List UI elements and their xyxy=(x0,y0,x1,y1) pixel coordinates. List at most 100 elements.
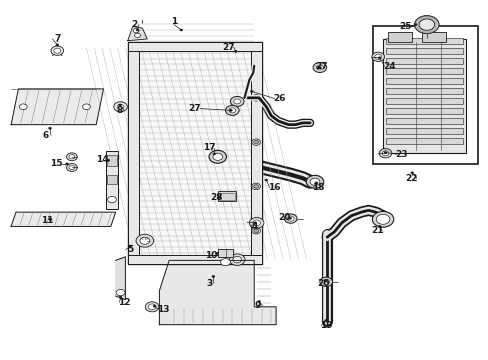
Circle shape xyxy=(288,217,291,219)
Circle shape xyxy=(381,151,388,156)
Text: 27: 27 xyxy=(222,42,235,51)
Bar xyxy=(217,249,233,257)
Circle shape xyxy=(312,63,326,72)
Text: 19: 19 xyxy=(319,321,332,330)
Bar xyxy=(127,42,261,51)
Circle shape xyxy=(414,16,438,33)
Circle shape xyxy=(211,275,214,278)
Circle shape xyxy=(51,46,63,55)
Text: 27: 27 xyxy=(188,104,201,113)
Circle shape xyxy=(251,228,260,234)
Circle shape xyxy=(318,66,321,68)
Bar xyxy=(385,128,462,134)
Circle shape xyxy=(229,109,232,111)
Bar xyxy=(385,78,462,84)
Circle shape xyxy=(305,175,323,188)
Bar xyxy=(387,32,411,42)
Circle shape xyxy=(82,104,90,110)
Polygon shape xyxy=(159,260,276,325)
Text: 17: 17 xyxy=(203,143,215,152)
Circle shape xyxy=(217,196,220,198)
Circle shape xyxy=(153,305,156,307)
Circle shape xyxy=(253,222,256,224)
Circle shape xyxy=(145,302,159,312)
Circle shape xyxy=(48,127,51,129)
Circle shape xyxy=(230,96,244,107)
Bar xyxy=(382,39,465,153)
Circle shape xyxy=(128,245,131,247)
Circle shape xyxy=(319,277,332,287)
Circle shape xyxy=(371,52,384,62)
Text: 11: 11 xyxy=(41,216,54,225)
Circle shape xyxy=(136,234,153,247)
Polygon shape xyxy=(127,26,147,41)
Circle shape xyxy=(228,108,235,113)
Circle shape xyxy=(251,183,260,190)
Bar xyxy=(385,68,462,74)
Circle shape xyxy=(324,280,326,282)
Circle shape xyxy=(229,254,244,265)
Text: 20: 20 xyxy=(278,213,290,222)
Circle shape xyxy=(180,29,183,31)
Bar xyxy=(107,175,116,184)
Circle shape xyxy=(418,19,434,30)
Bar xyxy=(385,138,462,144)
Bar xyxy=(385,118,462,124)
Circle shape xyxy=(284,214,296,223)
Text: 2: 2 xyxy=(131,20,137,29)
Circle shape xyxy=(215,252,218,254)
Circle shape xyxy=(69,165,75,170)
Text: 18: 18 xyxy=(311,183,324,192)
Bar xyxy=(127,42,138,264)
Polygon shape xyxy=(116,257,125,300)
Circle shape xyxy=(316,65,323,70)
Circle shape xyxy=(233,99,240,104)
Bar xyxy=(250,42,261,264)
Text: 16: 16 xyxy=(268,183,280,192)
Circle shape xyxy=(314,182,317,184)
Circle shape xyxy=(375,214,389,224)
Polygon shape xyxy=(11,89,103,125)
Circle shape xyxy=(253,185,258,188)
Bar xyxy=(106,152,118,208)
Polygon shape xyxy=(11,212,116,226)
Text: 20: 20 xyxy=(317,279,329,288)
Text: 22: 22 xyxy=(405,174,417,183)
Circle shape xyxy=(116,289,124,296)
Circle shape xyxy=(253,96,258,100)
Circle shape xyxy=(114,102,127,112)
Bar xyxy=(127,255,261,264)
Circle shape xyxy=(374,54,381,59)
Circle shape xyxy=(65,163,68,165)
Circle shape xyxy=(251,139,260,145)
Text: 27: 27 xyxy=(314,62,327,71)
Bar xyxy=(385,38,462,44)
Circle shape xyxy=(264,179,267,181)
Circle shape xyxy=(252,220,260,226)
Bar xyxy=(127,42,261,264)
Bar xyxy=(372,26,477,164)
Text: 10: 10 xyxy=(205,251,217,260)
Text: 26: 26 xyxy=(273,94,285,103)
Circle shape xyxy=(232,256,241,263)
Text: 7: 7 xyxy=(54,35,61,44)
Circle shape xyxy=(212,153,222,160)
Text: 24: 24 xyxy=(382,62,395,71)
Circle shape xyxy=(148,304,156,310)
Bar xyxy=(217,192,236,202)
Text: 14: 14 xyxy=(96,155,109,164)
Text: 23: 23 xyxy=(394,150,407,159)
Bar xyxy=(107,155,116,166)
Circle shape xyxy=(140,237,149,244)
Circle shape xyxy=(253,229,258,233)
Circle shape xyxy=(20,104,27,110)
Circle shape xyxy=(251,95,260,101)
Bar xyxy=(385,88,462,94)
Circle shape xyxy=(220,258,230,266)
Text: 4: 4 xyxy=(251,222,258,231)
Text: 3: 3 xyxy=(205,279,212,288)
Text: 9: 9 xyxy=(254,301,260,310)
Circle shape xyxy=(66,163,77,171)
Circle shape xyxy=(133,28,139,33)
Bar xyxy=(385,108,462,114)
